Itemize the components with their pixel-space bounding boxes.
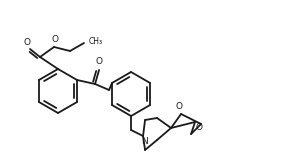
Text: CH₃: CH₃ xyxy=(89,37,103,45)
Text: O: O xyxy=(23,38,30,47)
Text: N: N xyxy=(141,137,147,146)
Text: O: O xyxy=(95,57,102,66)
Text: O: O xyxy=(51,35,58,44)
Text: O: O xyxy=(175,102,182,111)
Text: O: O xyxy=(196,123,203,132)
